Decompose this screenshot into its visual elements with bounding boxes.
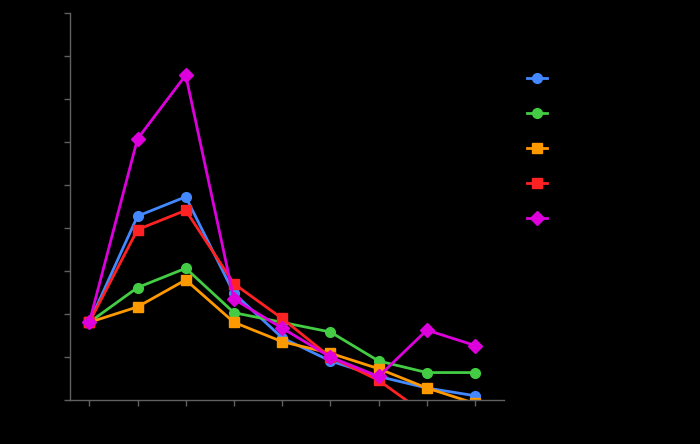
Legend: blue_circle, green_circle, orange_square, red_square, magenta_diamond: blue_circle, green_circle, orange_square…: [519, 64, 689, 233]
